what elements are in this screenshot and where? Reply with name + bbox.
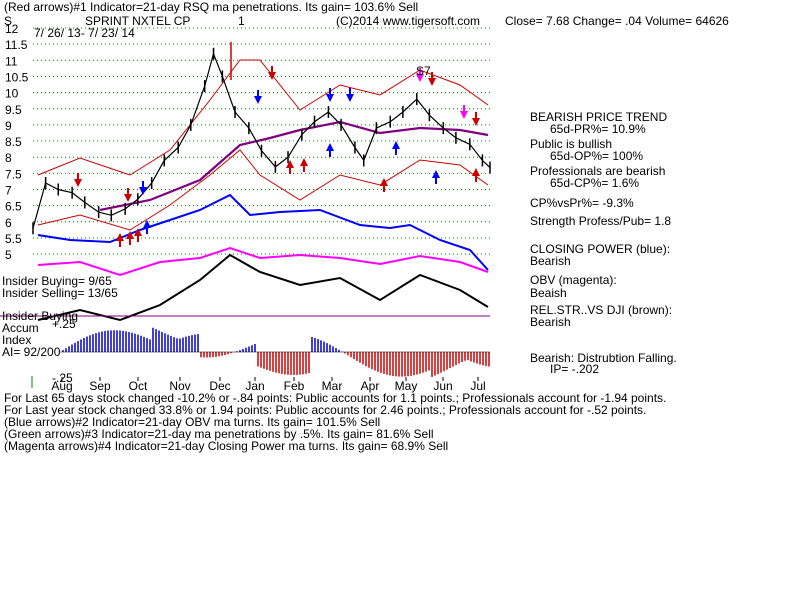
public-status: Public is bullish [530, 137, 613, 151]
x-tick-label: Jul [470, 379, 485, 393]
y-tick-label: 12 [5, 22, 19, 36]
footer-year: For Last year stock changed 33.8% or 1.9… [4, 403, 647, 417]
signal-arrow [432, 170, 440, 178]
x-tick-label: Jun [433, 379, 452, 393]
y-tick-label: 5.5 [5, 232, 22, 246]
signal-arrow [124, 194, 132, 202]
y-tick-label: 9 [5, 119, 12, 133]
y-tick-label: 8.5 [5, 135, 22, 149]
x-tick-label: Dec [209, 379, 230, 393]
footer-green-arrows: (Green arrows)#3 Indicator=21-day ma pen… [4, 427, 434, 441]
signal-arrow [472, 168, 480, 176]
rel-strength-line [37, 253, 489, 322]
y-tick-label: 7 [5, 184, 12, 198]
x-tick-label: Jan [245, 379, 264, 393]
y-tick-label: 10 [5, 87, 19, 101]
date-range: 7/ 26/ 13- 7/ 23/ 14 [34, 26, 135, 40]
x-tick-label: May [395, 379, 418, 393]
pr-percent: 65d-PR%= 10.9% [550, 122, 646, 136]
signal-arrows [74, 66, 480, 247]
signal-arrow [286, 160, 294, 168]
obv-line [37, 246, 489, 277]
signal-arrow [134, 228, 142, 236]
accum-label: Accum [2, 321, 39, 335]
x-axis-tick-labels: Aug Sep Oct Nov Dec Jan Feb Mar Apr May Jun Jul [31, 376, 486, 393]
cp-percent: 65d-CP%= 1.6% [550, 176, 640, 190]
copyright-site: (C)2014 www.tigersoft.com [336, 14, 481, 28]
professionals-status: Professionals are bearish [530, 164, 666, 178]
index-label: Index [2, 333, 32, 347]
accum-plus-label: +.25 [52, 317, 76, 331]
signal-arrow [392, 141, 400, 149]
footer-blue-arrows: (Blue arrows)#2 Indicator=21-day OBV ma … [4, 415, 381, 429]
y-tick-label: 5 [5, 248, 12, 262]
signal-arrow [139, 187, 147, 195]
signal-arrow [346, 94, 354, 102]
closing-power-value: Bearish [530, 254, 571, 268]
signal-arrow [326, 143, 334, 151]
insider-buying-label: Insider Buying [2, 309, 79, 323]
y-tick-label: 11 [5, 54, 18, 68]
y-tick-label: 9.5 [5, 103, 22, 117]
y-tick-label: 6 [5, 216, 12, 230]
x-tick-label: Oct [129, 379, 148, 393]
signal-arrow [416, 74, 424, 82]
y-tick-label: 6.5 [5, 200, 22, 214]
signal-arrow [116, 233, 124, 241]
red-arrows-indicator-line: (Red arrows)#1 Indicator=21-day RSQ ma p… [4, 0, 419, 14]
obv-label: OBV (magenta): [530, 273, 617, 287]
x-tick-label: Feb [284, 379, 305, 393]
signal-arrow [143, 220, 151, 228]
closing-power-line [37, 193, 489, 271]
s7-signal-label: S7 [416, 64, 431, 78]
ai-value: AI= 92/200 [2, 345, 61, 359]
accum-minus-label: -.25 [52, 371, 73, 385]
company-name: SPRINT NXTEL CP [85, 14, 191, 28]
signal-arrow [126, 231, 134, 239]
distribution-status: Bearish: Distrubtion Falling. [530, 351, 677, 365]
signal-arrow [74, 179, 82, 187]
signal-arrow [380, 178, 388, 186]
x-tick-label: Sep [89, 379, 111, 393]
x-tick-label: Apr [361, 379, 380, 393]
signal-arrow [460, 111, 468, 119]
signal-arrow [428, 78, 436, 86]
rel-strength-value: Bearish [530, 315, 571, 329]
x-tick-label: Mar [322, 379, 343, 393]
ip-value: IP= -.202 [550, 362, 600, 376]
closing-power-label: CLOSING POWER (blue): [530, 242, 671, 256]
footer-65day: For Last 65 days stock changed -10.2% or… [4, 391, 667, 405]
y-tick-label: 7.5 [5, 167, 22, 181]
y-tick-label: 8 [5, 151, 12, 165]
y-axis-tick-labels: 12 11.5 11 10.5 10 9.5 9 8.5 8 7.5 7 6.5 6 5.5 5 [5, 22, 29, 262]
cp-vs-pr: CP%vsPr%= -9.3% [530, 196, 634, 210]
op-percent: 65d-OP%= 100% [550, 149, 644, 163]
insider-buying: Insider Buying= 9/65 [2, 274, 112, 288]
lower-band [37, 149, 489, 231]
obv-value: Beaish [530, 286, 567, 300]
signal-arrow [254, 96, 262, 104]
moving-average [99, 120, 489, 212]
footer-magenta-arrows: (Magenta arrows)#4 Indicator=21-day Clos… [4, 439, 449, 453]
quote-summary: Close= 7.68 Change= .04 Volume= 64626 [505, 14, 729, 28]
symbol: S [4, 14, 13, 28]
price-trend: BEARISH PRICE TREND [530, 110, 668, 124]
price-bars [32, 42, 491, 235]
signal-arrow [472, 118, 480, 126]
chart-number: 1 [238, 14, 245, 28]
x-tick-label: Nov [169, 379, 190, 393]
signal-arrow [300, 158, 308, 166]
insider-selling: Insider Selling= 13/65 [2, 286, 118, 300]
strength-ratio: Strength Profess/Pub= 1.8 [530, 214, 672, 228]
x-tick-label: Aug [51, 379, 72, 393]
y-tick-label: 10.5 [5, 70, 29, 84]
rel-strength-label: REL.STR..VS DJI (brown): [530, 303, 673, 317]
signal-arrow [326, 94, 334, 102]
y-tick-label: 11.5 [5, 38, 28, 52]
price-gridlines [33, 27, 490, 255]
accumulation-histogram [60, 327, 490, 377]
signal-arrow [268, 72, 276, 80]
